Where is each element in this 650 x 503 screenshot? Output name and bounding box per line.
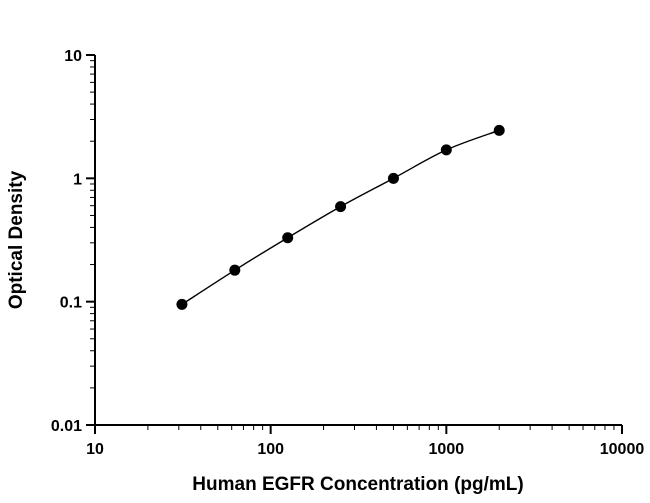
x-tick-label: 10000 xyxy=(600,441,645,458)
chart-plot-area: 10 100 1000 10000 0.01 0.1 1 10 xyxy=(51,48,644,458)
x-tick-label: 1000 xyxy=(429,441,465,458)
x-tick-label: 10 xyxy=(86,441,104,458)
y-axis-title: Optical Density xyxy=(6,170,27,309)
y-tick-label: 10 xyxy=(64,48,82,65)
data-point xyxy=(229,264,241,276)
data-point xyxy=(282,232,294,244)
data-point xyxy=(493,124,505,136)
data-point xyxy=(387,172,399,184)
y-tick-label: 1 xyxy=(73,171,82,188)
y-tick-label: 0.01 xyxy=(51,418,82,435)
standard-curve-line xyxy=(181,129,500,305)
data-point xyxy=(176,298,188,310)
x-axis-title: Human EGFR Concentration (pg/mL) xyxy=(192,474,523,495)
data-point xyxy=(335,201,347,213)
y-tick-label: 0.1 xyxy=(60,295,82,312)
x-tick-label: 100 xyxy=(257,441,284,458)
data-point xyxy=(440,144,452,156)
